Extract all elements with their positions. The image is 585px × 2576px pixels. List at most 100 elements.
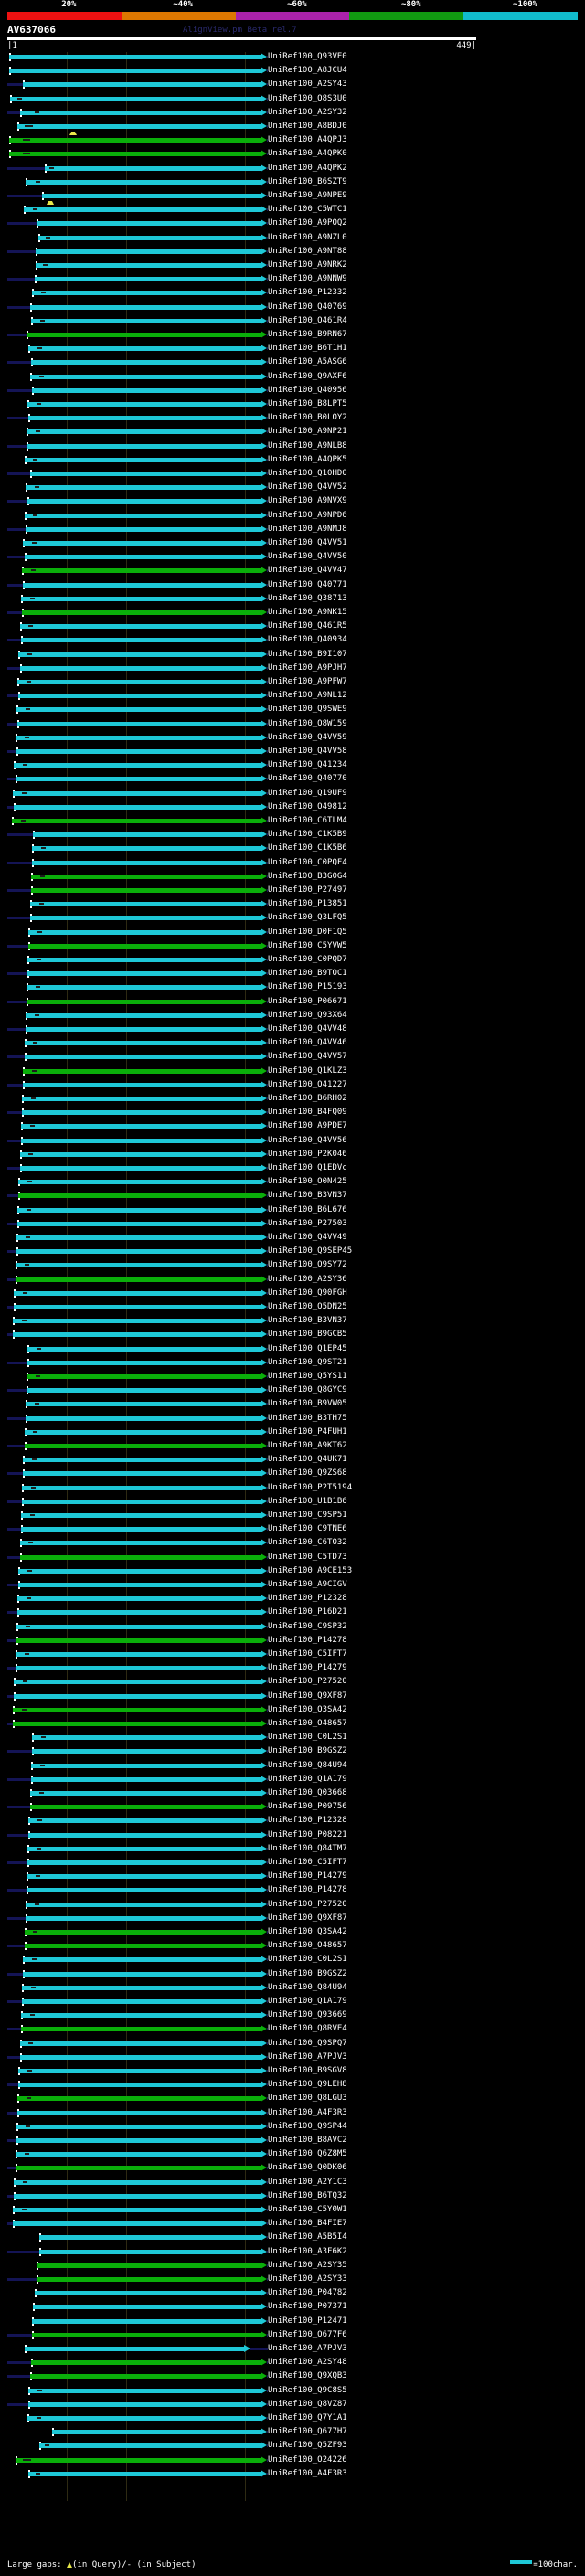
hit-label[interactable]: UniRef100_Q6Z8M5 xyxy=(268,2149,347,2158)
hit-label[interactable]: UniRef100_A4QPK5 xyxy=(268,455,347,464)
hit-hsp-bar[interactable] xyxy=(20,1555,261,1560)
hit-hsp-bar[interactable] xyxy=(25,2347,245,2351)
hit-row[interactable]: UniRef100_Q9SEP45 xyxy=(0,1246,585,1256)
hit-hsp-bar[interactable] xyxy=(33,832,261,837)
hit-label[interactable]: UniRef100_Q461R5 xyxy=(268,621,347,631)
hit-hsp-bar[interactable] xyxy=(32,2333,261,2337)
hit-label[interactable]: UniRef100_Q84TM7 xyxy=(268,1844,347,1853)
hit-label[interactable]: UniRef100_P04782 xyxy=(268,2288,347,2297)
hit-hsp-bar[interactable] xyxy=(27,402,261,407)
hit-hsp-bar[interactable] xyxy=(42,194,261,198)
hit-label[interactable]: UniRef100_C5IFT7 xyxy=(268,1858,347,1867)
hit-hsp-bar[interactable] xyxy=(28,2389,261,2393)
hit-label[interactable]: UniRef100_P2K046 xyxy=(268,1150,347,1159)
hit-row[interactable]: UniRef100_Q9XQB3 xyxy=(0,2371,585,2381)
hit-hsp-bar[interactable] xyxy=(13,791,261,796)
hit-row[interactable]: UniRef100_A2SY32 xyxy=(0,108,585,118)
hit-label[interactable]: UniRef100_B3VN37 xyxy=(268,1191,347,1200)
hit-row[interactable]: UniRef100_Q4VV52 xyxy=(0,482,585,493)
hit-label[interactable]: UniRef100_Q8GYC9 xyxy=(268,1385,347,1394)
hit-hsp-bar[interactable] xyxy=(18,1193,261,1198)
hit-hsp-bar[interactable] xyxy=(23,583,261,588)
hit-row[interactable]: UniRef100_P2T5194 xyxy=(0,1483,585,1493)
hit-hsp-bar[interactable] xyxy=(16,1625,261,1629)
hit-row[interactable]: UniRef100_A9CIGV xyxy=(0,1580,585,1590)
hit-hsp-bar[interactable] xyxy=(39,2235,261,2240)
hit-hsp-bar[interactable] xyxy=(14,1694,261,1699)
hit-hsp-bar[interactable] xyxy=(35,2291,261,2295)
hit-row[interactable]: UniRef100_B6RH02 xyxy=(0,1094,585,1104)
hit-row[interactable]: UniRef100_B6L676 xyxy=(0,1205,585,1215)
hit-row[interactable]: UniRef100_P04782 xyxy=(0,2288,585,2298)
hit-label[interactable]: UniRef100_C9SP32 xyxy=(268,1622,347,1631)
hit-hsp-bar[interactable] xyxy=(20,1166,261,1171)
hit-label[interactable]: UniRef100_B3VN37 xyxy=(268,1316,347,1325)
hit-hsp-bar[interactable] xyxy=(52,2430,261,2434)
hit-hsp-bar[interactable] xyxy=(17,680,261,684)
hit-row[interactable]: UniRef100_B6T1H1 xyxy=(0,344,585,354)
hit-row[interactable]: UniRef100_D0F1Q5 xyxy=(0,928,585,938)
hit-label[interactable]: UniRef100_Q5YS11 xyxy=(268,1372,347,1381)
hit-hsp-bar[interactable] xyxy=(27,333,261,337)
hit-hsp-bar[interactable] xyxy=(32,846,261,851)
hit-label[interactable]: UniRef100_B6RH02 xyxy=(268,1094,347,1103)
hit-row[interactable]: UniRef100_Q8RVE4 xyxy=(0,2024,585,2034)
hit-label[interactable]: UniRef100_Q40771 xyxy=(268,580,347,589)
hit-row[interactable]: UniRef100_Q8GYC9 xyxy=(0,1385,585,1395)
hit-label[interactable]: UniRef100_A9NZL0 xyxy=(268,233,347,242)
hit-row[interactable]: UniRef100_P12471 xyxy=(0,2316,585,2327)
hit-label[interactable]: UniRef100_O48657 xyxy=(268,1719,347,1728)
hit-label[interactable]: UniRef100_Q93X64 xyxy=(268,1011,347,1020)
hit-hsp-bar[interactable] xyxy=(30,2374,261,2379)
hit-row[interactable]: UniRef100_Q9SPQ7 xyxy=(0,2039,585,2049)
hit-row[interactable]: UniRef100_Q40934 xyxy=(0,635,585,645)
hit-row[interactable]: UniRef100_B3VN37 xyxy=(0,1316,585,1326)
hit-hsp-bar[interactable] xyxy=(21,2027,261,2031)
hit-label[interactable]: UniRef100_Q9SPQ7 xyxy=(268,2039,347,2048)
hit-label[interactable]: UniRef100_A5ASG6 xyxy=(268,357,347,366)
hit-row[interactable]: UniRef100_B9GCB5 xyxy=(0,1330,585,1340)
hit-hsp-bar[interactable] xyxy=(20,1152,261,1157)
hit-row[interactable]: UniRef100_O48657 xyxy=(0,1719,585,1729)
hit-label[interactable]: UniRef100_P15193 xyxy=(268,982,347,991)
hit-hsp-bar[interactable] xyxy=(10,97,261,101)
hit-label[interactable]: UniRef100_Q4VV57 xyxy=(268,1052,347,1061)
hit-hsp-bar[interactable] xyxy=(30,305,261,310)
hit-row[interactable]: UniRef100_P27497 xyxy=(0,885,585,896)
hit-row[interactable]: UniRef100_C5WTC1 xyxy=(0,205,585,215)
hit-hsp-bar[interactable] xyxy=(18,652,261,657)
hit-label[interactable]: UniRef100_A3F6K2 xyxy=(268,2247,347,2256)
hit-label[interactable]: UniRef100_Q4VV51 xyxy=(268,538,347,547)
hit-hsp-bar[interactable] xyxy=(20,624,261,629)
hit-row[interactable]: UniRef100_C0L2S1 xyxy=(0,1733,585,1743)
hit-hsp-bar[interactable] xyxy=(17,1208,261,1213)
hit-row[interactable]: UniRef100_A9CE153 xyxy=(0,1566,585,1576)
hit-hsp-bar[interactable] xyxy=(22,1500,261,1504)
hit-row[interactable]: UniRef100_C0PQD7 xyxy=(0,955,585,965)
hit-row[interactable]: UniRef100_A9NT88 xyxy=(0,247,585,257)
hit-hsp-bar[interactable] xyxy=(22,1097,261,1101)
hit-row[interactable]: UniRef100_Q677F6 xyxy=(0,2330,585,2340)
hit-hsp-bar[interactable] xyxy=(20,2041,261,2046)
hit-hsp-bar[interactable] xyxy=(23,82,261,87)
hit-label[interactable]: UniRef100_Q8VZ87 xyxy=(268,2400,347,2409)
hit-label[interactable]: UniRef100_P27520 xyxy=(268,1900,347,1909)
hit-row[interactable]: UniRef100_Q5DN25 xyxy=(0,1302,585,1312)
hit-row[interactable]: UniRef100_U1B1B6 xyxy=(0,1497,585,1507)
hit-row[interactable]: UniRef100_Q677H7 xyxy=(0,2427,585,2437)
hit-row[interactable]: UniRef100_Q1A179 xyxy=(0,1997,585,2007)
hit-label[interactable]: UniRef100_P2T5194 xyxy=(268,1483,353,1492)
hit-hsp-bar[interactable] xyxy=(14,805,261,810)
hit-row[interactable]: UniRef100_P27503 xyxy=(0,1219,585,1229)
hit-hsp-bar[interactable] xyxy=(25,1944,261,1948)
hit-label[interactable]: UniRef100_Q5DN25 xyxy=(268,1302,347,1311)
hit-hsp-bar[interactable] xyxy=(21,1513,261,1518)
hit-label[interactable]: UniRef100_C5IFT7 xyxy=(268,1649,347,1659)
hit-label[interactable]: UniRef100_Q93669 xyxy=(268,2010,347,2019)
hit-row[interactable]: UniRef100_O48657 xyxy=(0,1941,585,1951)
hit-hsp-bar[interactable] xyxy=(32,2319,261,2324)
hit-hsp-bar[interactable] xyxy=(16,1263,261,1267)
hit-hsp-bar[interactable] xyxy=(23,1471,261,1476)
hit-row[interactable]: UniRef100_O49812 xyxy=(0,802,585,812)
hit-label[interactable]: UniRef100_P09756 xyxy=(268,1802,347,1811)
